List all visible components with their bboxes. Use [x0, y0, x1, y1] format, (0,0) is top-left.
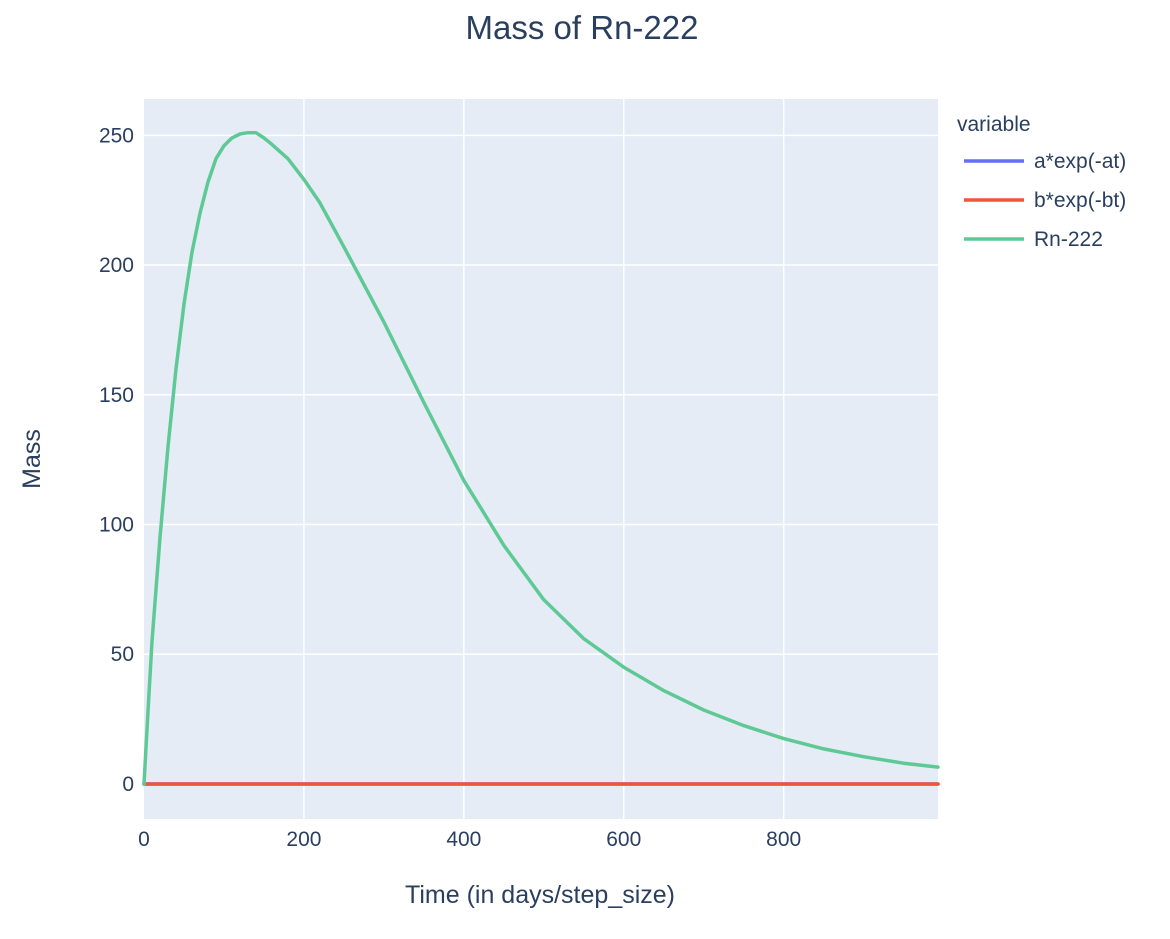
- y-axis-title: Mass: [18, 429, 46, 489]
- legend-label: b*exp(-bt): [1034, 189, 1126, 212]
- chart-title: Mass of Rn-222: [466, 9, 699, 46]
- legend-title: variable: [957, 113, 1031, 136]
- y-tick-label: 200: [99, 254, 134, 277]
- y-tick-label: 50: [111, 643, 134, 666]
- series-line-2: [142, 130, 940, 786]
- legend-label: Rn-222: [1034, 228, 1103, 251]
- y-tick-label: 0: [122, 773, 134, 796]
- x-axis-title: Time (in days/step_size): [405, 881, 675, 909]
- x-tick-label: 0: [138, 828, 150, 851]
- legend-label: a*exp(-at): [1034, 150, 1126, 173]
- x-tick-label: 200: [286, 828, 321, 851]
- y-tick-label: 100: [99, 514, 134, 537]
- x-tick-label: 400: [446, 828, 481, 851]
- x-tick-label: 600: [606, 828, 641, 851]
- y-tick-label: 250: [99, 124, 134, 147]
- plot-background: [144, 99, 938, 819]
- y-tick-label: 150: [99, 384, 134, 407]
- x-tick-label: 800: [766, 828, 801, 851]
